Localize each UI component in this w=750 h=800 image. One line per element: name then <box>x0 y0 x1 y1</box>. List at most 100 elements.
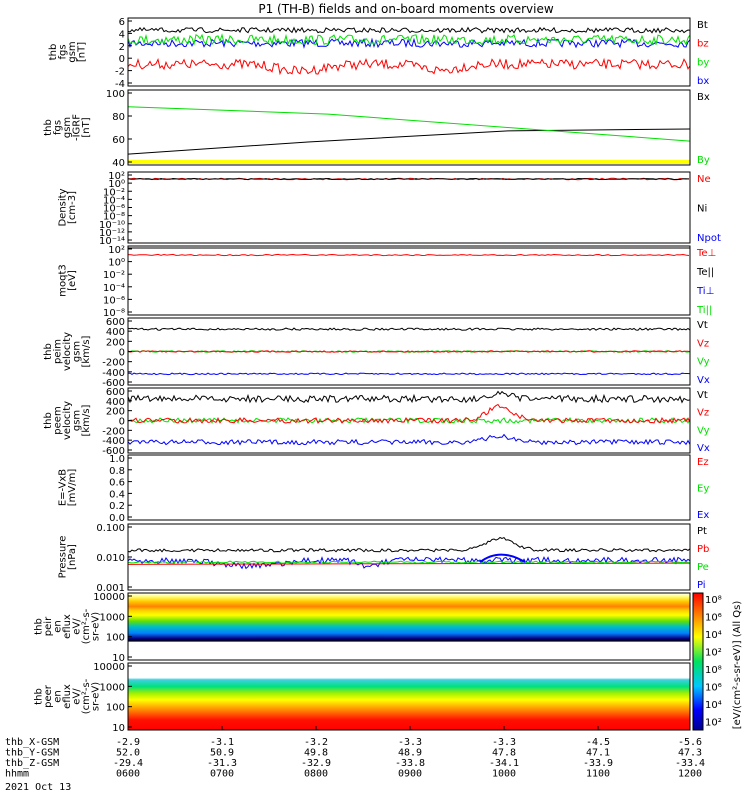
y-axis-label: gsm <box>62 117 73 138</box>
y-axis-label: eV/ <box>72 618 83 635</box>
y-axis-label: fgs <box>57 44 68 59</box>
y-tick-label: 200 <box>106 407 125 418</box>
y-tick-label: 10⁻⁶ <box>103 204 125 215</box>
panel-8-content <box>127 536 691 570</box>
panel-7: 1.00.80.60.40.20.0 E=-VxB[mV/m] Ez Ey Ex <box>57 454 709 524</box>
y-tick-label: 10⁻⁸ <box>103 212 125 223</box>
legend-entry: Vy <box>697 425 710 436</box>
series-vx <box>127 433 691 446</box>
x-row-value: 1100 <box>586 769 610 780</box>
y-axis-label: [cm-3] <box>67 191 78 224</box>
legend-entry: Ti⊥ <box>696 286 714 297</box>
y-axis-label: fgs <box>53 120 64 135</box>
y-axis-label: eV/ <box>72 688 83 705</box>
y-tick-label: 10000 <box>93 662 125 673</box>
y-tick-label: 0 <box>119 348 125 359</box>
legend-entry: bx <box>697 76 709 87</box>
y-tick-label: 0 <box>119 417 125 428</box>
colorbar-tick: 10⁶ <box>705 683 722 694</box>
y-tick-label: 2 <box>119 42 125 53</box>
panel-2-frame <box>127 89 691 166</box>
y-tick-label: 0.001 <box>96 583 125 594</box>
legend-entry: Vz <box>697 338 709 349</box>
y-tick-label: 100 <box>106 89 125 100</box>
legend-entry: Vx <box>697 375 710 386</box>
x-row-value: 0600 <box>116 769 140 780</box>
y-axis-label: [km/s] <box>81 335 92 367</box>
y-tick-label: -400 <box>102 368 125 379</box>
panel-10-frame <box>127 662 691 731</box>
panel-1-content <box>127 26 691 76</box>
y-axis-label: gsm <box>67 41 78 62</box>
y-tick-label: 10² <box>108 245 125 256</box>
y-axis-label: thb <box>43 119 54 136</box>
x-row-label: thb_X-GSM <box>5 737 59 748</box>
y-axis-label: gsm <box>72 341 83 362</box>
panel-9: 10000 1000 100 10 thbpeirenefluxeV/(cm²-s-sr… <box>34 592 691 664</box>
x-row-value: 0900 <box>398 769 422 780</box>
y-axis-label: moqt3 <box>57 264 68 297</box>
legend-entry: By <box>697 155 710 166</box>
y-tick-label: 0.100 <box>96 523 125 534</box>
y-axis-label: [nT] <box>81 117 92 137</box>
y-tick-label: 1000 <box>100 612 125 623</box>
y-tick-label: 600 <box>106 387 125 398</box>
y-tick-label: -600 <box>102 378 125 389</box>
colorbar <box>692 592 704 731</box>
x-row-value: 50.9 <box>210 748 234 759</box>
x-row-value: 52.0 <box>116 748 140 759</box>
y-tick-label: 10⁻⁴ <box>103 283 125 294</box>
series-by <box>127 33 691 46</box>
legend-entry: Ez <box>697 457 709 468</box>
y-tick-label: 10⁻¹⁰ <box>99 220 125 231</box>
series-vt <box>127 327 691 331</box>
panel-5-content <box>127 327 691 376</box>
x-row-value: 0700 <box>210 769 234 780</box>
colorbar-tick: 10² <box>705 648 722 659</box>
x-row-value: -2.9 <box>116 737 140 748</box>
y-tick-label: 0.6 <box>109 478 125 489</box>
legend-entry: by <box>697 57 709 68</box>
y-axis-label: [km/s] <box>81 404 92 436</box>
y-axis-label: velocity <box>62 401 73 440</box>
ion-spectrogram <box>128 593 690 660</box>
y-tick-label: 10 <box>112 653 125 664</box>
y-tick-label: 600 <box>106 317 125 328</box>
y-tick-label: 400 <box>106 397 125 408</box>
x-row-value: -32.9 <box>301 758 331 769</box>
series-pt <box>127 536 691 553</box>
x-row-value: -33.4 <box>675 758 705 769</box>
x-row-value: -3.3 <box>492 737 516 748</box>
legend-entry: Vx <box>697 443 710 454</box>
x-row-value: -4.5 <box>586 737 610 748</box>
x-row-value: 48.9 <box>398 748 422 759</box>
series-vz <box>127 350 691 353</box>
legend-entry: Pi <box>697 580 706 591</box>
y-tick-label: 400 <box>106 327 125 338</box>
legend-entry: Ex <box>697 510 709 521</box>
panel-2-content <box>127 106 691 164</box>
series-by-igrf <box>127 106 691 142</box>
y-tick-label: 10⁰ <box>108 179 125 190</box>
y-tick-label: 0.8 <box>109 466 125 477</box>
legend-entry: Vz <box>697 408 709 419</box>
legend-entry: Ti|| <box>696 305 712 316</box>
y-tick-label: 0.2 <box>109 501 125 512</box>
legend-entry: Pt <box>697 526 707 537</box>
x-row-value: 49.8 <box>304 748 328 759</box>
y-tick-label: 60 <box>112 135 125 146</box>
series-vz <box>128 403 691 425</box>
series-pi-bump <box>479 553 526 563</box>
series-bt <box>127 26 691 34</box>
y-tick-label: 40 <box>112 158 125 169</box>
series-ni <box>127 177 690 181</box>
colorbar-tick: 10⁴ <box>705 630 722 641</box>
legend-entry: Bx <box>697 92 710 103</box>
colorbar-tick: 10⁸ <box>705 665 722 676</box>
electron-spectrogram <box>128 663 690 730</box>
date-label: 2021 Oct 13 <box>5 782 71 793</box>
y-axis-label: peer <box>43 684 54 708</box>
y-tick-label: 10⁻⁶ <box>103 295 125 306</box>
